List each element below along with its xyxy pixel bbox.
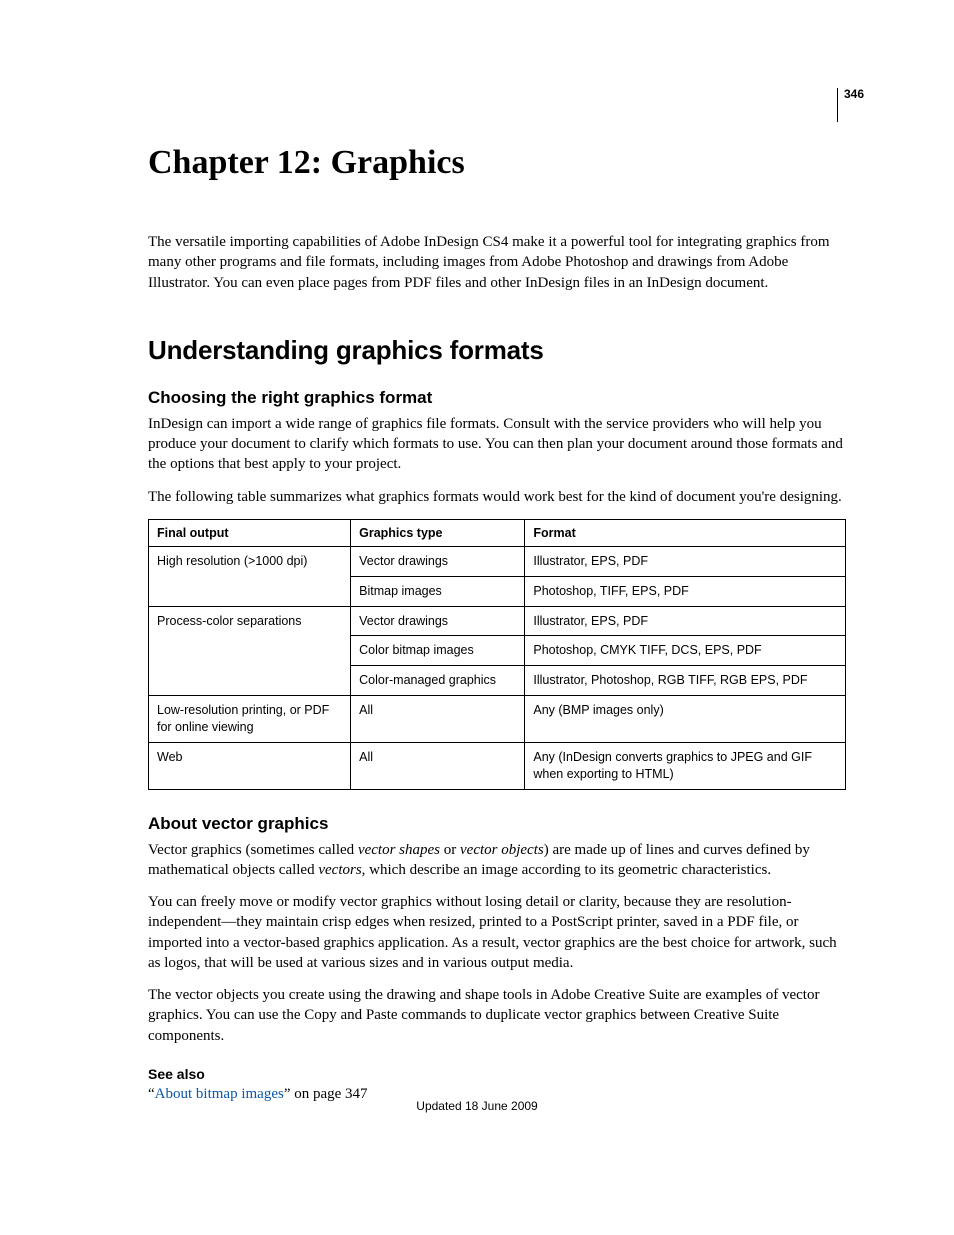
- cell-graphics-type: All: [351, 742, 525, 789]
- chapter-title: Chapter 12: Graphics: [148, 144, 846, 182]
- body-paragraph: Vector graphics (sometimes called vector…: [148, 840, 846, 881]
- cell-graphics-type: Vector drawings: [351, 546, 525, 576]
- cell-graphics-type: Color-managed graphics: [351, 666, 525, 696]
- body-paragraph: You can freely move or modify vector gra…: [148, 892, 846, 973]
- italic-term: vectors: [318, 862, 361, 878]
- cell-format: Illustrator, Photoshop, RGB TIFF, RGB EP…: [525, 666, 846, 696]
- italic-term: vector shapes: [358, 842, 440, 858]
- cell-graphics-type: Color bitmap images: [351, 636, 525, 666]
- cell-graphics-type: All: [351, 696, 525, 743]
- cell-format: Photoshop, TIFF, EPS, PDF: [525, 576, 846, 606]
- cell-final-output: [149, 576, 351, 606]
- formats-table: Final output Graphics type Format High r…: [148, 519, 846, 790]
- subsection-heading-vector: About vector graphics: [148, 814, 846, 834]
- cell-format: Illustrator, EPS, PDF: [525, 546, 846, 576]
- cell-graphics-type: Vector drawings: [351, 606, 525, 636]
- document-page: 346 Chapter 12: Graphics The versatile i…: [0, 0, 954, 1143]
- cell-final-output: Low-resolution printing, or PDF for onli…: [149, 696, 351, 743]
- cell-format: Any (InDesign converts graphics to JPEG …: [525, 742, 846, 789]
- body-paragraph: The vector objects you create using the …: [148, 985, 846, 1046]
- cell-graphics-type: Bitmap images: [351, 576, 525, 606]
- text-run: , which describe an image according to i…: [362, 862, 771, 878]
- table-row: Color bitmap images Photoshop, CMYK TIFF…: [149, 636, 846, 666]
- italic-term: vector objects: [460, 842, 544, 858]
- table-row: Low-resolution printing, or PDF for onli…: [149, 696, 846, 743]
- text-run: or: [440, 842, 460, 858]
- body-paragraph: InDesign can import a wide range of grap…: [148, 414, 846, 475]
- text-run: Vector graphics (sometimes called: [148, 842, 358, 858]
- cell-format: Photoshop, CMYK TIFF, DCS, EPS, PDF: [525, 636, 846, 666]
- section-heading: Understanding graphics formats: [148, 335, 846, 366]
- cell-final-output: Process-color separations: [149, 606, 351, 636]
- table-row: Color-managed graphics Illustrator, Phot…: [149, 666, 846, 696]
- cell-final-output: High resolution (>1000 dpi): [149, 546, 351, 576]
- subsection-heading-choosing: Choosing the right graphics format: [148, 388, 846, 408]
- table-row: Process-color separations Vector drawing…: [149, 606, 846, 636]
- page-footer: Updated 18 June 2009: [0, 1099, 954, 1113]
- page-number: 346: [837, 88, 864, 122]
- intro-paragraph: The versatile importing capabilities of …: [148, 232, 846, 293]
- table-row: Bitmap images Photoshop, TIFF, EPS, PDF: [149, 576, 846, 606]
- cell-final-output: [149, 666, 351, 696]
- table-header-row: Final output Graphics type Format: [149, 519, 846, 546]
- cell-final-output: Web: [149, 742, 351, 789]
- body-paragraph: The following table summarizes what grap…: [148, 487, 846, 507]
- cell-final-output: [149, 636, 351, 666]
- th-graphics-type: Graphics type: [351, 519, 525, 546]
- cell-format: Illustrator, EPS, PDF: [525, 606, 846, 636]
- th-final-output: Final output: [149, 519, 351, 546]
- th-format: Format: [525, 519, 846, 546]
- table-row: High resolution (>1000 dpi) Vector drawi…: [149, 546, 846, 576]
- table-row: Web All Any (InDesign converts graphics …: [149, 742, 846, 789]
- cell-format: Any (BMP images only): [525, 696, 846, 743]
- see-also-heading: See also: [148, 1066, 846, 1082]
